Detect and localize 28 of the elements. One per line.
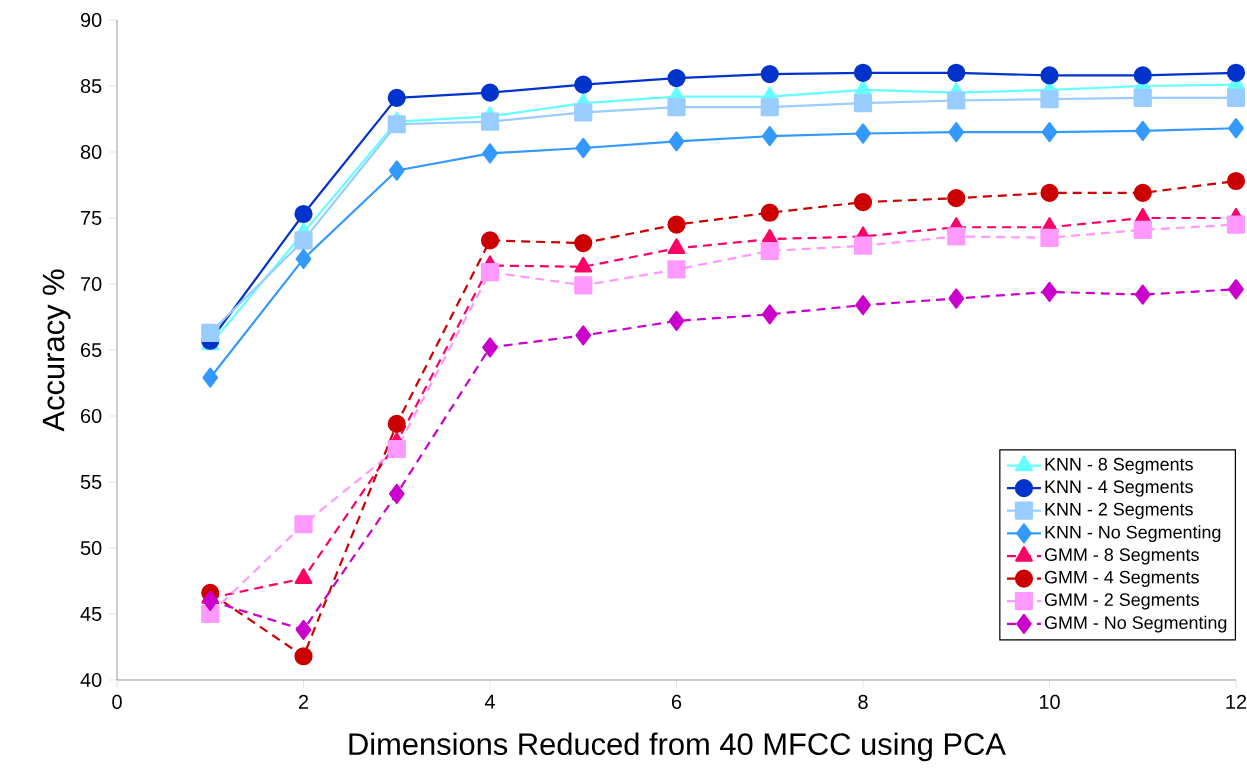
legend-label: GMM - No Segmenting bbox=[1044, 615, 1227, 633]
x-axis-title: Dimensions Reduced from 40 MFCC using PCA bbox=[349, 732, 1006, 762]
y-tick-label: 70 bbox=[81, 276, 102, 292]
y-tick-label: 55 bbox=[80, 475, 102, 489]
y-tick-label: 90 bbox=[80, 12, 102, 28]
legend-label: KNN - No Segmenting bbox=[1045, 525, 1221, 543]
x-tick-label: 12 bbox=[1226, 694, 1247, 709]
y-tick-label: 60 bbox=[81, 408, 102, 424]
y-tick-label: 45 bbox=[80, 607, 102, 621]
y-tick-label: 75 bbox=[81, 211, 102, 225]
x-tick-label: 8 bbox=[858, 694, 868, 709]
x-tick-label: 2 bbox=[298, 694, 309, 709]
legend-label: KNN - 8 Segments bbox=[1045, 457, 1193, 475]
y-tick-label: 65 bbox=[81, 342, 102, 358]
legend-label: GMM - 8 Segments bbox=[1044, 548, 1199, 565]
y-tick-label: 50 bbox=[80, 540, 102, 556]
y-axis-title: Accuracy % bbox=[42, 269, 71, 432]
y-tick-label: 80 bbox=[80, 144, 102, 160]
x-tick-label: 4 bbox=[484, 694, 495, 709]
legend-label: KNN - 4 Segments bbox=[1045, 480, 1193, 497]
y-tick-label: 85 bbox=[80, 78, 102, 94]
x-tick-label: 10 bbox=[1039, 694, 1060, 709]
y-tick-label: 40 bbox=[80, 672, 102, 688]
legend-label: GMM - 2 Segments bbox=[1044, 593, 1199, 610]
x-tick-label: 0 bbox=[112, 694, 122, 709]
x-tick-label: 6 bbox=[671, 694, 682, 709]
legend-label: KNN - 2 Segments bbox=[1045, 502, 1193, 520]
legend-label: GMM - 4 Segments bbox=[1044, 570, 1199, 588]
